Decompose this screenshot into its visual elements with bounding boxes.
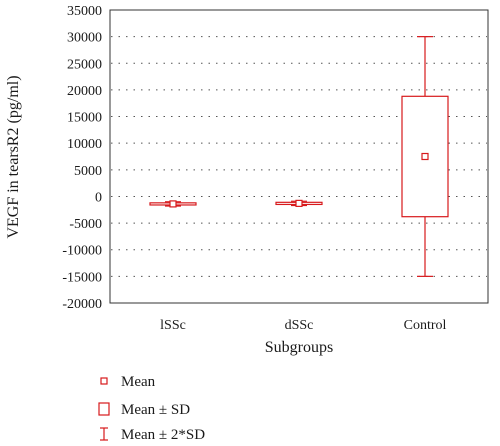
y-tick-label: 0 <box>95 190 102 205</box>
x-tick-label: dSSc <box>285 318 314 333</box>
y-tick-label: -10000 <box>62 244 102 259</box>
y-tick-label: 15000 <box>67 111 102 126</box>
mean-marker <box>169 200 177 208</box>
box-series <box>149 36 449 277</box>
x-axis-title: Subgroups <box>265 339 333 356</box>
y-tick-label: 35000 <box>67 4 102 19</box>
y-axis-title: VEGF in tearsR2 (pg/ml) <box>5 75 22 238</box>
legend-sd-symbol <box>98 402 110 416</box>
y-tick-label: 30000 <box>67 31 102 46</box>
legend-label: Mean ± SD <box>121 402 190 418</box>
mean-marker <box>295 199 303 207</box>
sd-box <box>401 95 449 218</box>
legend: Mean Mean ± SD Mean ± 2*SD <box>98 374 205 443</box>
y-tick-label: -20000 <box>62 297 102 312</box>
x-tick-label: Control <box>404 318 447 333</box>
y-tick-label: 25000 <box>67 57 102 72</box>
y-tick-label: 5000 <box>74 164 102 179</box>
y-tick-label: 20000 <box>67 84 102 99</box>
legend-label: Mean <box>121 374 156 390</box>
legend-label: Mean ± 2*SD <box>121 427 205 443</box>
legend-mean-symbol <box>100 377 108 385</box>
y-tick-label: 10000 <box>67 137 102 152</box>
x-tick-labels: lSSc dSSc Control <box>160 318 446 333</box>
x-tick-label: lSSc <box>160 318 186 333</box>
y-tick-label: -15000 <box>62 270 102 285</box>
grid-lines <box>111 36 487 277</box>
y-tick-labels: 35000 30000 25000 20000 15000 10000 5000 0 -5000… <box>62 4 102 312</box>
mean-marker <box>421 152 429 161</box>
y-tick-label: -5000 <box>69 217 102 232</box>
